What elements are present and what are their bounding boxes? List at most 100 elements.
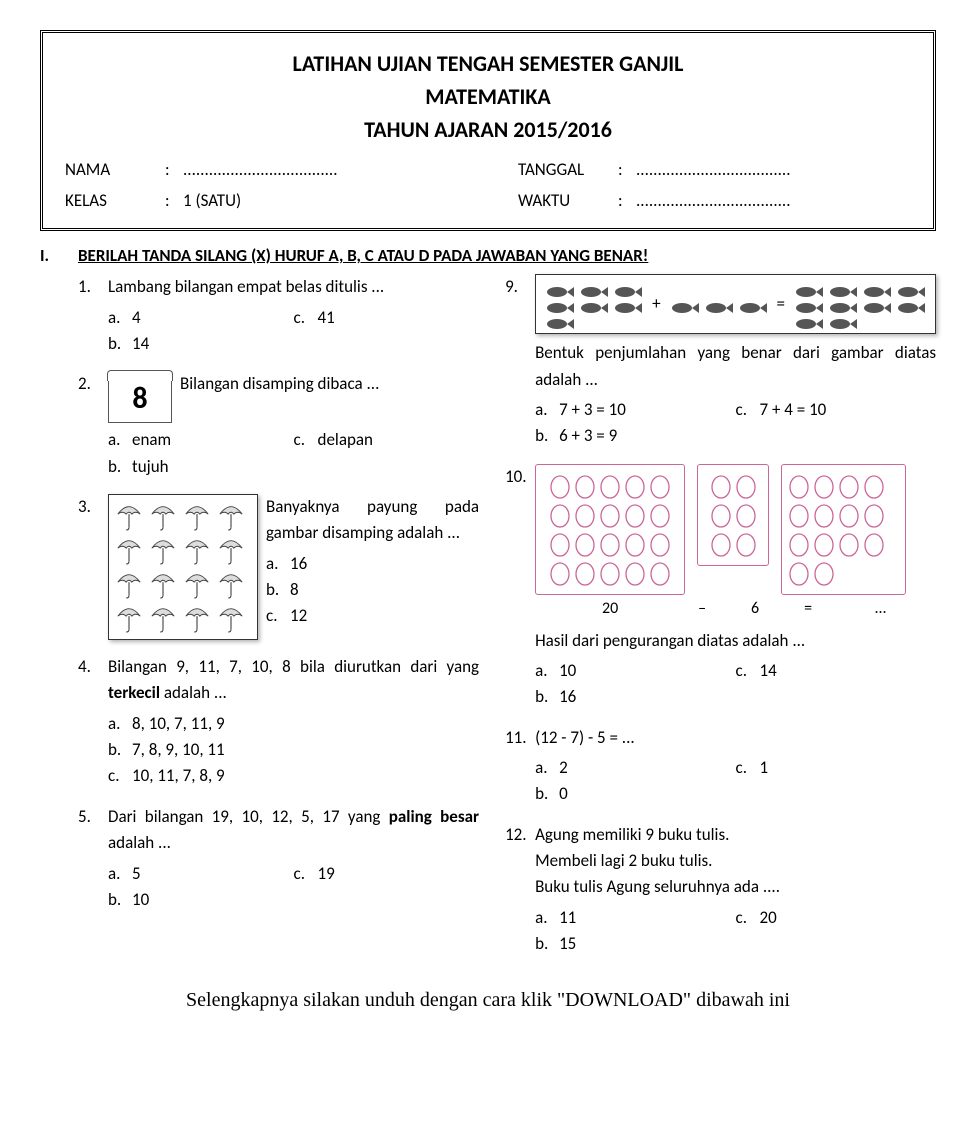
q12-a-v: 11 xyxy=(559,905,576,931)
egg-icon xyxy=(735,473,757,499)
q11-c-v: 1 xyxy=(760,755,769,781)
egg-icon xyxy=(574,473,596,499)
q1-a-l: a. xyxy=(108,305,132,331)
fish-icon xyxy=(793,281,823,295)
egg-icon xyxy=(624,502,646,528)
egg-icon xyxy=(549,531,571,557)
q9-c-v: 7 + 4 = 10 xyxy=(760,397,827,423)
egg-icon xyxy=(813,531,835,557)
question-2: 2. 8 Bilangan disamping dibaca ... a.ena… xyxy=(78,371,479,480)
q3-a-v: 16 xyxy=(290,551,307,577)
q9-b-v: 6 + 3 = 9 xyxy=(559,423,617,449)
q9-equals: = xyxy=(777,291,785,317)
q10-egg-boxes xyxy=(535,464,936,595)
q10-equation-labels: 20 – 6 = ... xyxy=(535,597,936,622)
fish-icon xyxy=(861,297,891,311)
q9-b-l: b. xyxy=(535,423,559,449)
fish-icon xyxy=(578,297,608,311)
umbrella-icon xyxy=(115,535,143,565)
field-tanggal: TANGGAL : ..............................… xyxy=(518,156,911,183)
q9-fish-group-b xyxy=(669,297,769,311)
tanggal-value: .................................... xyxy=(636,156,791,183)
question-12: 12. Agung memiliki 9 buku tulis. Membeli… xyxy=(505,822,936,958)
q3-text: Banyaknya payung pada gambar disam­ping … xyxy=(266,494,479,547)
q10-label-result: ... xyxy=(825,597,936,622)
question-5: 5. Dari bilangan 19, 10, 12, 5, 17 yang … xyxy=(78,804,479,913)
egg-icon xyxy=(813,502,835,528)
waktu-label: WAKTU xyxy=(518,187,618,214)
q4-b-l: b. xyxy=(108,737,132,763)
egg-icon xyxy=(599,502,621,528)
q11-text: (12 - 7) - 5 = ... xyxy=(535,725,936,751)
fish-icon xyxy=(827,313,857,327)
q9-text: Bentuk penjumlahan yang benar dari gamba… xyxy=(535,340,936,393)
q11-num: 11. xyxy=(505,725,535,808)
q5-b-v: 10 xyxy=(132,887,149,913)
umbrella-icon xyxy=(217,603,245,633)
egg-icon xyxy=(710,473,732,499)
q2-a-l: a. xyxy=(108,427,132,453)
q11-a-l: a. xyxy=(535,755,559,781)
egg-icon xyxy=(710,531,732,557)
q1-text: Lambang bilangan empat belas ditulis ... xyxy=(108,274,479,300)
q10-b-v: 16 xyxy=(559,684,576,710)
fish-icon xyxy=(669,297,699,311)
q3-b-l: b. xyxy=(266,577,290,603)
umbrella-icon xyxy=(217,501,245,531)
q12-c-v: 20 xyxy=(760,905,777,931)
egg-icon xyxy=(624,531,646,557)
q9-fish-group-c xyxy=(793,281,927,327)
q11-c-l: c. xyxy=(736,755,760,781)
umbrella-icon xyxy=(217,535,245,565)
umbrella-icon xyxy=(183,501,211,531)
egg-icon xyxy=(549,560,571,586)
egg-icon xyxy=(624,560,646,586)
egg-icon xyxy=(649,560,671,586)
q5-text: Dari bilangan 19, 10, 12, 5, 17 yang pal… xyxy=(108,804,479,857)
q1-b-v: 14 xyxy=(132,331,149,357)
egg-icon xyxy=(838,473,860,499)
q5-num: 5. xyxy=(78,804,108,913)
egg-icon xyxy=(788,473,810,499)
q4-text: Bilangan 9, 11, 7, 10, 8 bila diurutkan … xyxy=(108,654,479,707)
fish-icon xyxy=(827,297,857,311)
q10-num: 10. xyxy=(505,464,535,711)
question-4: 4. Bilangan 9, 11, 7, 10, 8 bila diurutk… xyxy=(78,654,479,790)
umbrella-icon xyxy=(183,535,211,565)
left-column: 1. Lambang bilangan empat belas ditulis … xyxy=(78,274,479,971)
egg-icon xyxy=(549,473,571,499)
egg-icon xyxy=(735,531,757,557)
q3-b-v: 8 xyxy=(290,577,299,603)
title-line-3: TAHUN AJARAN 2015/2016 xyxy=(65,113,911,146)
egg-icon xyxy=(863,502,885,528)
question-9: 9. + = Bentuk penjumlahan yang benar dar… xyxy=(505,274,936,449)
q12-line2: Membeli lagi 2 buku tulis. xyxy=(535,848,936,874)
q4-c-v: 10, 11, 7, 8, 9 xyxy=(132,763,225,789)
question-3: 3. Banyaknya payung pada gambar disam­pi… xyxy=(78,494,479,640)
egg-icon xyxy=(735,502,757,528)
umbrella-icon xyxy=(115,569,143,599)
fish-icon xyxy=(578,281,608,295)
fish-icon xyxy=(895,297,925,311)
egg-icon xyxy=(624,473,646,499)
umbrella-icon xyxy=(217,569,245,599)
q10-label-20: 20 xyxy=(535,597,685,622)
egg-icon xyxy=(863,473,885,499)
fish-icon xyxy=(612,281,642,295)
q12-line1: Agung memiliki 9 buku tulis. xyxy=(535,822,936,848)
q3-umbrella-grid xyxy=(108,494,258,640)
egg-icon xyxy=(788,502,810,528)
q12-num: 12. xyxy=(505,822,535,958)
q10-eq: = xyxy=(803,597,813,622)
q5-b-l: b. xyxy=(108,887,132,913)
q10-minus: – xyxy=(697,597,707,622)
q4-c-l: c. xyxy=(108,763,132,789)
section-row: I. BERILAH TANDA SILANG (X) HURUF A, B, … xyxy=(40,245,936,971)
kelas-value: 1 (SATU) xyxy=(183,187,241,214)
q10-c-v: 14 xyxy=(760,658,777,684)
q10-a-v: 10 xyxy=(559,658,576,684)
egg-icon xyxy=(788,531,810,557)
header-titles: LATIHAN UJIAN TENGAH SEMESTER GANJIL MAT… xyxy=(65,47,911,146)
q3-num: 3. xyxy=(78,494,108,640)
q3-c-l: c. xyxy=(266,603,290,629)
